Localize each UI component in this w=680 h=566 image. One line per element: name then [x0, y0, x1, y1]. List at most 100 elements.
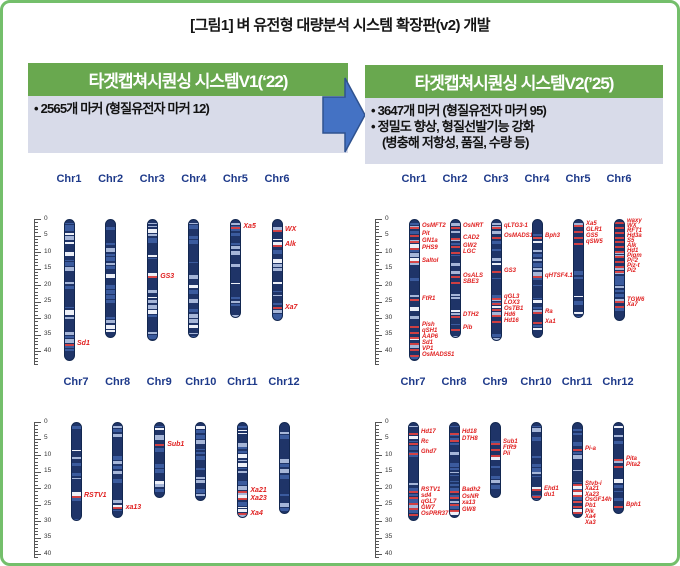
- chromosome-band: [491, 248, 501, 251]
- gene-marker-line-gs5: [573, 236, 583, 239]
- ruler-tick: [375, 534, 379, 536]
- ruler-tick: [375, 451, 379, 453]
- ruler-tick: [34, 278, 38, 280]
- ruler-tick: [34, 507, 38, 509]
- ruler-tick: [375, 435, 379, 437]
- gene-label-xa23: Xa23: [585, 491, 600, 498]
- gene-marker-line-rstv1: [408, 490, 418, 493]
- chromosome-band: [572, 455, 582, 460]
- gene-marker-line-hd1: [614, 251, 624, 254]
- chromosome-band: [450, 297, 460, 299]
- chromosome-band: [573, 276, 583, 280]
- chromosome-band: [279, 494, 289, 497]
- gene-marker-line-gw8: [449, 510, 459, 513]
- ruler-tick-label: 15: [385, 467, 393, 474]
- gene-marker-line-xa4: [573, 517, 582, 518]
- chromosome-band: [106, 300, 116, 304]
- chromosome-band: [272, 249, 282, 255]
- gene-marker-line-pi2: [614, 271, 624, 274]
- chromosome-band: [64, 236, 74, 240]
- ruler-tick: [34, 484, 38, 486]
- gene-marker-line-badh2: [449, 490, 459, 493]
- chromosome-band: [189, 299, 199, 303]
- gene-marker-line-ghd7: [408, 452, 418, 455]
- chromosome-band: [196, 467, 206, 470]
- ruler-tick-label: 40: [385, 346, 393, 354]
- ruler-tick: [34, 354, 38, 356]
- chromosome-band: [272, 317, 282, 321]
- ruler-tick-label: 0: [385, 417, 389, 425]
- ruler-tick: [375, 308, 379, 310]
- gene-label-pii: Pii: [503, 451, 511, 458]
- chromosome-band: [189, 318, 199, 324]
- chromosome-band: [189, 313, 199, 318]
- chromosome-band: [450, 323, 460, 326]
- chromosome-band: [532, 276, 542, 280]
- chromosome-band: [573, 316, 583, 317]
- ruler-tick: [375, 527, 379, 529]
- chromosome-band: [237, 495, 247, 499]
- chromosome-band: [189, 224, 199, 230]
- chromosome-band: [154, 484, 164, 488]
- ruler-tick: [34, 537, 41, 539]
- chromosome-band: [573, 271, 583, 276]
- chromosome-band: [71, 457, 81, 459]
- ruler-tick: [375, 455, 382, 456]
- ruler-tick: [375, 494, 379, 496]
- chromosome-band: [196, 430, 206, 434]
- chromosome-band: [531, 425, 541, 428]
- ruler-axis-line: [34, 422, 35, 558]
- chromosome-band: [272, 258, 282, 263]
- chromosome-band: [614, 308, 624, 311]
- gene-marker-line-gs3: [147, 276, 157, 279]
- gene-marker-line-alk: [614, 246, 624, 249]
- gene-marker-line-ftr9: [490, 448, 500, 451]
- gene-label-xa5: Xa5: [586, 221, 597, 228]
- chr-label-chr11: Chr11: [227, 376, 258, 388]
- chromosome-band: [614, 267, 624, 271]
- chromosome-band: [613, 497, 623, 502]
- chromosome-band: [272, 263, 282, 267]
- ruler-tick-label: 0: [385, 214, 389, 222]
- chromosome-band: [491, 306, 501, 309]
- gene-label-xa13: xa13: [462, 500, 476, 507]
- chromosome-band: [408, 440, 418, 443]
- ruler-tick: [375, 438, 382, 440]
- chromosome-band: [147, 290, 157, 293]
- chromosome-band: [113, 425, 123, 429]
- gene-label-osnr: OsNR: [462, 493, 479, 500]
- chromosome-band: [64, 229, 74, 231]
- chromosome-band: [409, 278, 419, 281]
- chromosome-band: [113, 466, 123, 469]
- gene-marker-line-osnrt: [450, 226, 460, 229]
- chr-label-chr2: Chr2: [98, 173, 124, 185]
- chromosome-chr8: [448, 422, 460, 518]
- chromosome-band: [230, 300, 240, 304]
- chromosome-chr12: [612, 422, 624, 515]
- chromosome-band: [409, 222, 419, 225]
- ruler-tick: [34, 242, 38, 244]
- chromosome-band: [272, 294, 282, 297]
- panel-v2-bullet-1: • 3647개 마커 (형질유전자 마커 95): [371, 103, 547, 118]
- chromosome-band: [71, 473, 81, 477]
- gene-label-osmads51: OsMADS51: [422, 351, 455, 358]
- ruler-tick: [375, 314, 379, 316]
- gene-marker-line-osals: [450, 276, 460, 279]
- chromosome-chr5: [572, 219, 584, 318]
- chromosome-band: [449, 504, 459, 509]
- chromosome-chr1: [63, 219, 75, 361]
- chromosome-band: [408, 498, 418, 503]
- chromosome-band: [409, 239, 419, 243]
- ruler-tick: [375, 474, 379, 476]
- chr-label-chr3: Chr3: [139, 173, 165, 185]
- ruler-tick: [34, 261, 38, 263]
- gene-label-qsw5: qSW5: [586, 239, 603, 246]
- chromosome-band: [106, 263, 116, 265]
- chromosome-band: [64, 285, 74, 289]
- ruler-tick: [34, 550, 38, 552]
- chr-label-chr2: Chr2: [442, 173, 468, 185]
- chromosome-band: [64, 312, 74, 316]
- chromosome-band: [189, 290, 199, 295]
- ruler-tick: [375, 557, 379, 559]
- chromosome-band: [409, 345, 419, 349]
